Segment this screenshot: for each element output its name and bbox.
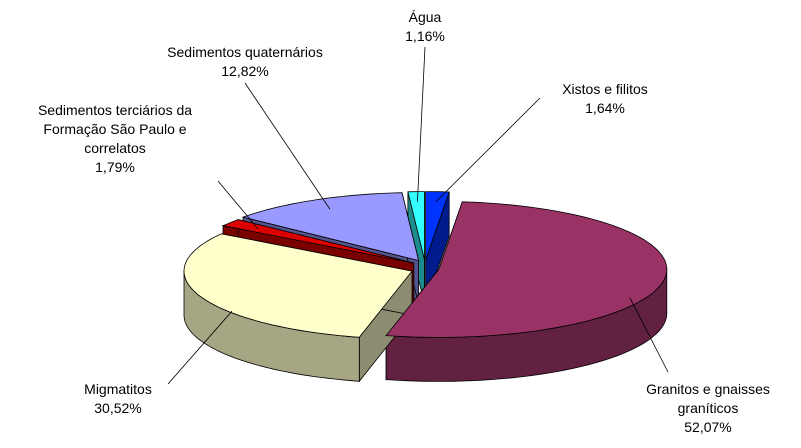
leader-line xyxy=(167,310,233,385)
slice-label: Xistos e filitos 1,64% xyxy=(495,80,715,118)
slice-label: Água 1,16% xyxy=(315,8,535,46)
value-label: 52,07% xyxy=(684,419,732,435)
slice xyxy=(425,191,450,260)
leader-line xyxy=(217,180,259,229)
slice xyxy=(407,191,425,260)
category-label: Granitos e gnaisses graníticos xyxy=(646,381,770,416)
slice xyxy=(183,233,413,338)
value-label: 1,64% xyxy=(585,100,625,116)
category-label: Água xyxy=(408,9,442,25)
value-label: 30,52% xyxy=(94,400,142,416)
slice-label: Sedimentos quaternários 12,82% xyxy=(135,43,355,81)
slice xyxy=(241,192,420,262)
category-label: Xistos e filitos xyxy=(562,81,648,97)
category-label: Sedimentos quaternários xyxy=(167,44,323,60)
slice-label: Granitos e gnaisses graníticos 52,07% xyxy=(633,380,783,437)
value-label: 12,82% xyxy=(221,63,269,79)
value-label: 1,79% xyxy=(95,159,135,175)
slice-label: Migmatitos 30,52% xyxy=(8,380,228,418)
category-label: Sedimentos terciários da Formação São Pa… xyxy=(37,102,193,156)
category-label: Migmatitos xyxy=(84,381,152,397)
value-label: 1,16% xyxy=(405,28,445,44)
leader-line xyxy=(629,297,669,373)
slice-label: Sedimentos terciários da Formação São Pa… xyxy=(15,101,215,177)
leader-line xyxy=(417,46,426,202)
leader-line xyxy=(435,97,541,203)
slice xyxy=(385,201,668,338)
leader-line xyxy=(244,82,331,210)
slice xyxy=(221,219,414,264)
